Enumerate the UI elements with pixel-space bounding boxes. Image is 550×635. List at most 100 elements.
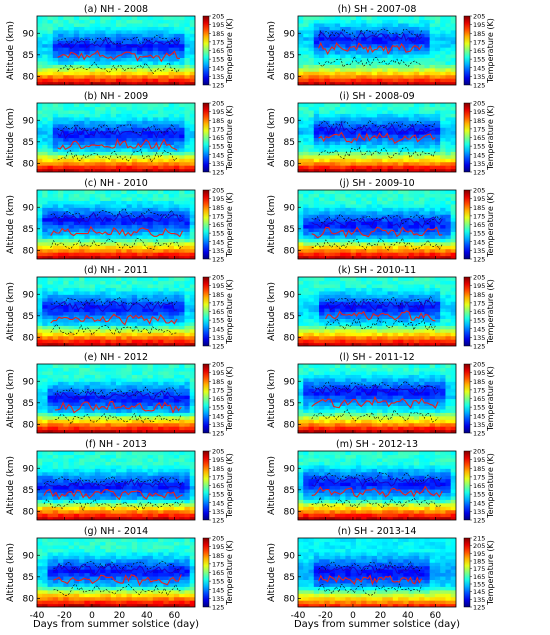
heatmap-cell	[163, 30, 169, 34]
heatmap-cell	[298, 64, 304, 68]
heatmap-cell	[158, 193, 164, 197]
heatmap-cell	[179, 33, 185, 37]
colorbar-tick-label: 145	[212, 64, 224, 72]
heatmap-cell	[153, 371, 159, 375]
heatmap-cell	[74, 412, 80, 416]
heatmap-cell	[324, 26, 330, 30]
heatmap-cell	[132, 322, 138, 326]
heatmap-cell	[179, 562, 185, 566]
heatmap-cell	[382, 64, 388, 68]
heatmap-cell	[137, 16, 143, 20]
heatmap-cell	[340, 51, 346, 55]
heatmap-cell	[179, 545, 185, 549]
heatmap-cell	[105, 510, 111, 514]
heatmap-cell	[153, 451, 159, 455]
heatmap-cell	[372, 40, 378, 44]
panel-title: (c) NH - 2010	[84, 178, 148, 189]
heatmap-cell	[42, 155, 48, 159]
heatmap-cell	[116, 510, 122, 514]
heatmap-cell	[48, 597, 54, 601]
heatmap-cell	[153, 138, 159, 142]
heatmap-cell	[37, 499, 43, 503]
heatmap-cell	[111, 510, 117, 514]
heatmap-cell	[158, 120, 164, 124]
heatmap-cell	[42, 423, 48, 427]
heatmap-cell	[330, 19, 336, 23]
heatmap-cell	[74, 134, 80, 138]
heatmap-cell	[174, 291, 180, 295]
heatmap-cell	[153, 458, 159, 462]
heatmap-cell	[48, 465, 54, 469]
heatmap-cell	[37, 294, 43, 298]
heatmap-cell	[174, 238, 180, 242]
heatmap-cell	[121, 225, 127, 229]
colorbar-tick-label: 185	[212, 378, 224, 386]
heatmap-cell	[127, 252, 133, 256]
heatmap-cell	[42, 579, 48, 583]
heatmap-cell	[116, 322, 122, 326]
heatmap-cell	[42, 496, 48, 500]
heatmap-cell	[361, 68, 367, 72]
heatmap-cell	[184, 489, 190, 493]
heatmap-cell	[42, 545, 48, 549]
heatmap-cell	[42, 127, 48, 131]
heatmap-cell	[53, 451, 59, 455]
heatmap-cell	[79, 385, 85, 389]
heatmap-cell	[95, 158, 101, 162]
heatmap-cell	[74, 586, 80, 590]
heatmap-cell	[95, 506, 101, 510]
heatmap-cell	[137, 371, 143, 375]
heatmap-cell	[132, 458, 138, 462]
y-tick-label: 80	[23, 246, 35, 256]
heatmap-cell	[345, 40, 351, 44]
heatmap-cell	[42, 103, 48, 107]
heatmap-cell	[148, 207, 154, 211]
heatmap-cell	[184, 308, 190, 312]
heatmap-cell	[111, 284, 117, 288]
heatmap-cell	[153, 106, 159, 110]
heatmap-cell	[105, 228, 111, 232]
heatmap-cell	[127, 541, 133, 545]
heatmap-cell	[116, 75, 122, 79]
heatmap-cell	[63, 451, 69, 455]
heatmap-cell	[63, 586, 69, 590]
heatmap-cell	[351, 64, 357, 68]
heatmap-cell	[53, 249, 59, 253]
heatmap-cell	[158, 332, 164, 336]
heatmap-cell	[69, 513, 75, 517]
y-tick-label: 85	[23, 399, 34, 409]
heatmap-cell	[111, 277, 117, 281]
heatmap-cell	[116, 218, 122, 222]
heatmap-cell	[158, 325, 164, 329]
heatmap-cell	[163, 325, 169, 329]
heatmap-cell	[95, 68, 101, 72]
heatmap-cell	[179, 593, 185, 597]
heatmap-cell	[298, 47, 304, 51]
y-tick-label: 85	[23, 225, 34, 235]
heatmap-cell	[153, 204, 159, 208]
heatmap-cell	[95, 165, 101, 169]
heatmap-cell	[37, 51, 43, 55]
heatmap-cell	[132, 287, 138, 291]
heatmap-cell	[116, 597, 122, 601]
heatmap-cell	[37, 409, 43, 413]
heatmap-cell	[42, 51, 48, 55]
heatmap-cell	[42, 590, 48, 594]
heatmap-cell	[48, 579, 54, 583]
heatmap-cell	[42, 113, 48, 117]
heatmap-cell	[158, 510, 164, 514]
heatmap-cell	[132, 225, 138, 229]
heatmap-cell	[153, 479, 159, 483]
heatmap-cell	[84, 235, 90, 239]
heatmap-cell	[366, 40, 372, 44]
heatmap-cell	[137, 468, 143, 472]
heatmap-cell	[163, 280, 169, 284]
heatmap-cell	[414, 68, 420, 72]
heatmap-cell	[58, 110, 64, 114]
heatmap-cell	[105, 284, 111, 288]
heatmap-cell	[158, 555, 164, 559]
heatmap-cell	[95, 451, 101, 455]
heatmap-cell	[179, 113, 185, 117]
heatmap-cell	[179, 148, 185, 152]
heatmap-cell	[153, 193, 159, 197]
